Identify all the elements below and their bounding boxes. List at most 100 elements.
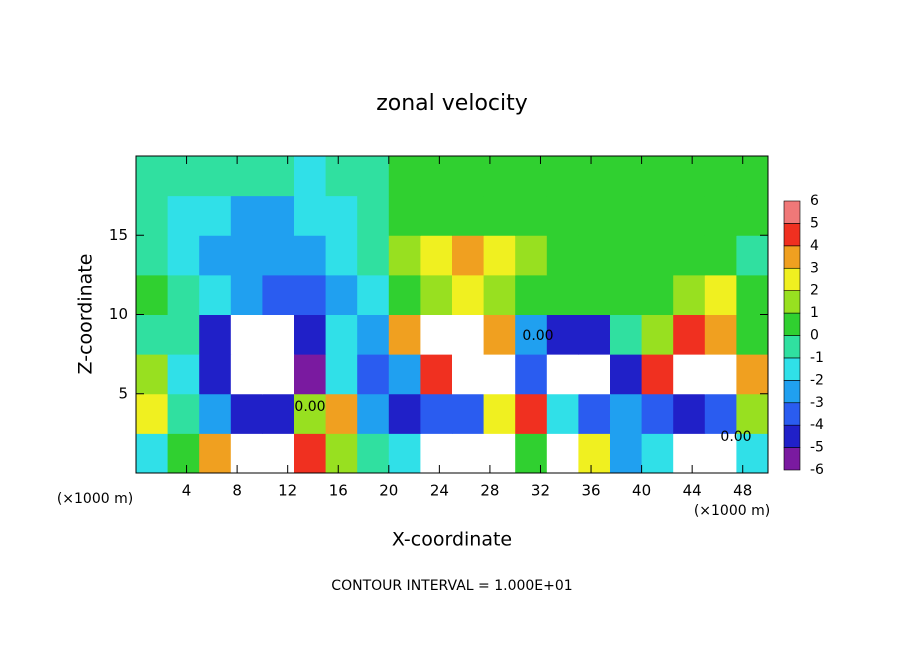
cell (230, 314, 263, 355)
cell (294, 195, 327, 236)
cell (388, 156, 421, 197)
cell (578, 393, 611, 434)
cell (673, 393, 706, 434)
cell (294, 274, 327, 315)
colorbar-label: 3 (810, 260, 819, 276)
cell (736, 274, 769, 315)
colorbar-label: 4 (810, 238, 819, 254)
cell (136, 393, 169, 434)
cell (736, 354, 769, 395)
cell (673, 433, 706, 474)
cell (578, 156, 611, 197)
cell (546, 354, 579, 395)
contour-label: 0.00 (720, 429, 751, 445)
colorbar-label: -4 (810, 417, 824, 433)
chart-title: zonal velocity (376, 91, 528, 116)
cell (736, 156, 769, 197)
cell (262, 195, 295, 236)
cell (483, 393, 516, 434)
colorbar-swatch (783, 290, 801, 314)
cell (610, 274, 643, 315)
cell (230, 156, 263, 197)
cell (294, 314, 327, 355)
colorbar-swatch (783, 312, 801, 336)
cell (262, 354, 295, 395)
cell (420, 195, 453, 236)
cell (515, 433, 548, 474)
cell (136, 274, 169, 315)
cell (515, 274, 548, 315)
cell (420, 235, 453, 276)
colorbar-swatch (783, 380, 801, 404)
cell (357, 354, 390, 395)
contour-label: 0.00 (294, 399, 325, 415)
cell (736, 393, 769, 434)
cell (325, 393, 358, 434)
y-tick-label: 15 (109, 226, 128, 244)
cell (420, 274, 453, 315)
colorbar-label: -2 (810, 372, 824, 388)
colorbar-label: -3 (810, 395, 824, 411)
colorbar-swatch (783, 267, 801, 291)
cell (641, 314, 674, 355)
cell (325, 274, 358, 315)
x-unit-label: (×1000 m) (57, 491, 133, 507)
cell (230, 393, 263, 434)
cell (452, 314, 485, 355)
cell (136, 354, 169, 395)
cell (483, 195, 516, 236)
cell (641, 235, 674, 276)
x-tick-label: 16 (329, 482, 348, 500)
cell (483, 274, 516, 315)
cell (610, 433, 643, 474)
cell (167, 393, 200, 434)
cell (388, 235, 421, 276)
cell (230, 433, 263, 474)
cell (325, 195, 358, 236)
cell (136, 156, 169, 197)
cell (546, 274, 579, 315)
colorbar-label: 2 (810, 283, 819, 299)
cell (704, 314, 737, 355)
cell (641, 274, 674, 315)
cell (610, 314, 643, 355)
cell (515, 393, 548, 434)
y-tick-label: 10 (109, 305, 128, 323)
cell (704, 354, 737, 395)
cell (262, 235, 295, 276)
cell (136, 314, 169, 355)
cell (388, 195, 421, 236)
cell (230, 354, 263, 395)
cell (230, 274, 263, 315)
cell (452, 195, 485, 236)
cell (736, 433, 769, 474)
cell (262, 156, 295, 197)
cell (515, 195, 548, 236)
x-tick-label: 48 (733, 482, 752, 500)
cell (357, 433, 390, 474)
cell (388, 393, 421, 434)
field (136, 156, 769, 474)
cell (325, 314, 358, 355)
colorbar-label: 0 (810, 328, 819, 344)
cell (199, 314, 232, 355)
cell (199, 393, 232, 434)
cell (325, 156, 358, 197)
cell (546, 156, 579, 197)
x-tick-label: 44 (683, 482, 702, 500)
cell (483, 156, 516, 197)
cell (515, 314, 548, 355)
cell (610, 235, 643, 276)
cell (230, 235, 263, 276)
cell (704, 433, 737, 474)
colorbar-swatch (783, 402, 801, 426)
cell (199, 235, 232, 276)
cell (515, 235, 548, 276)
cell (546, 433, 579, 474)
cell (136, 433, 169, 474)
cell (167, 156, 200, 197)
cell (357, 314, 390, 355)
cell (610, 393, 643, 434)
cell (388, 274, 421, 315)
